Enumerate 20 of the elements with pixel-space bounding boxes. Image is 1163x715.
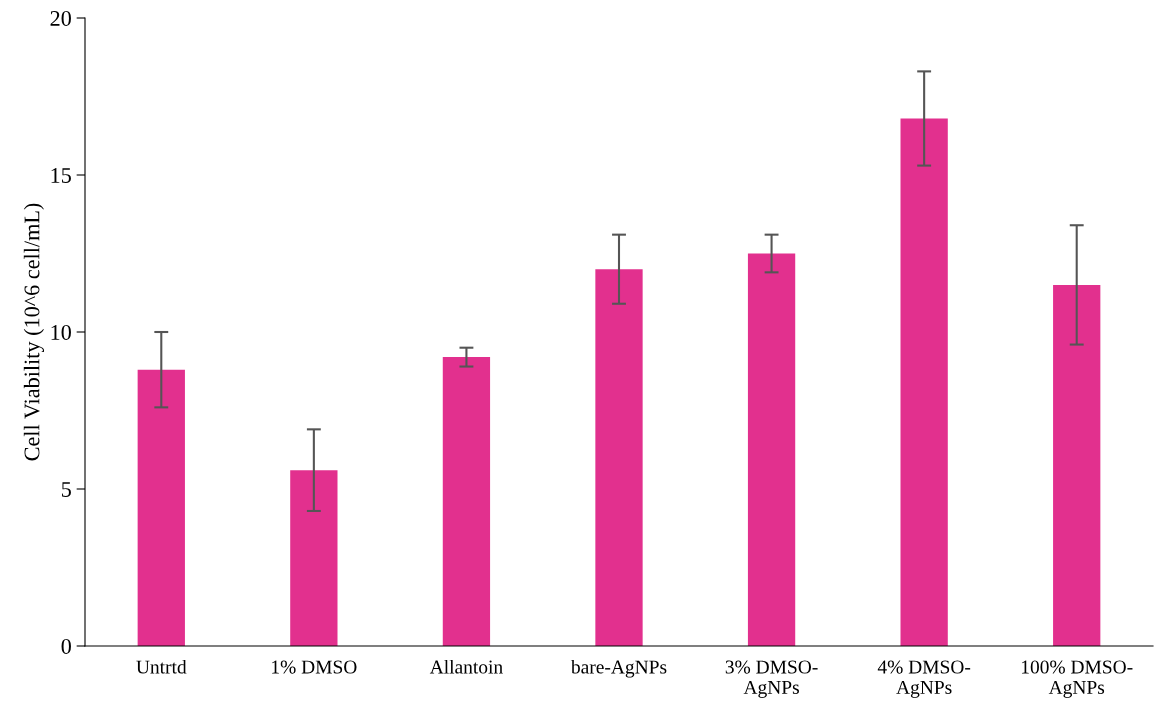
- x-tick-label: Untrtd: [136, 659, 187, 674]
- x-tick-label: bare-AgNPs: [570, 659, 667, 678]
- bar: [137, 369, 185, 646]
- bar: [595, 269, 643, 646]
- y-tick-label: 10: [51, 324, 71, 340]
- bar: [1053, 284, 1101, 646]
- bar: [290, 470, 338, 646]
- bar: [442, 357, 491, 646]
- y-tick-label: 0: [61, 638, 71, 654]
- bar: [900, 118, 948, 646]
- x-tick-label: 4% DMSO- AgNPs: [877, 660, 971, 698]
- bar: [747, 253, 796, 646]
- x-tick-label: Allantoin: [429, 659, 503, 674]
- y-tick-label: 5: [61, 482, 71, 497]
- y-axis-title: Cell Viability (10^6 cell/mL): [23, 203, 45, 461]
- x-tick-label: 100% DMSO- AgNPs: [1021, 660, 1133, 698]
- y-tick-label: 15: [51, 168, 71, 183]
- x-tick-label: 1% DMSO: [272, 660, 357, 674]
- y-tick-label: 20: [50, 10, 71, 26]
- x-tick-label: 3% DMSO- AgNPs: [725, 660, 818, 698]
